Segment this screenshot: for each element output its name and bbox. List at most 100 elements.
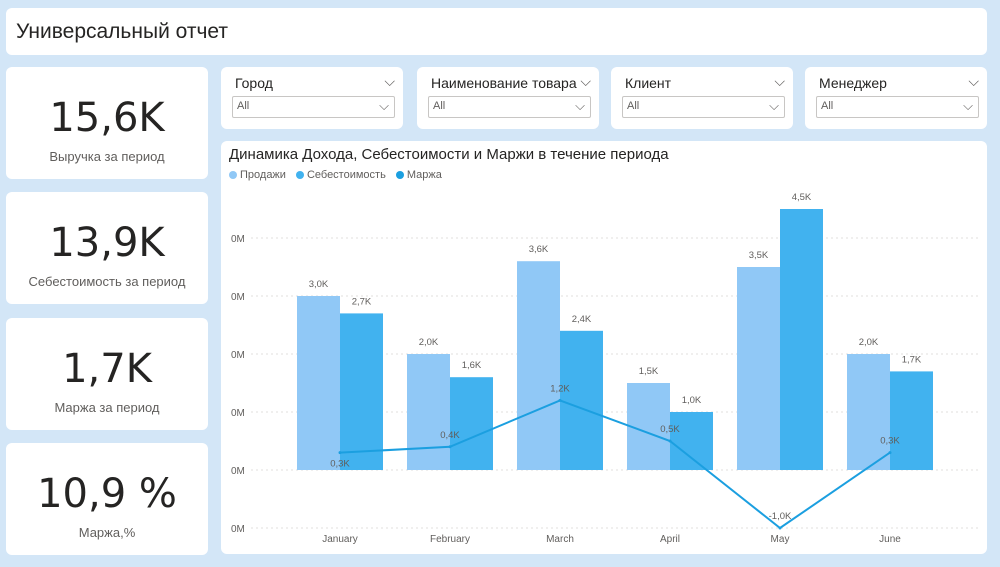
bar-cost [890, 371, 933, 470]
line-data-label: 0,4K [440, 430, 460, 441]
legend-item-sales[interactable]: Продажи [229, 169, 286, 181]
chart-card[interactable]: Динамика Дохода, Себестоимости и Маржи в… [221, 141, 987, 554]
kpi-label: Себестоимость за период [28, 274, 186, 289]
bar-sales [407, 354, 450, 470]
chevron-down-icon: ⌵ [379, 98, 389, 113]
kpi-value: 1,7K [62, 346, 152, 392]
slicer-value: All [627, 100, 640, 112]
bar-cost [340, 313, 383, 470]
bar-data-label: 3,0K [309, 279, 329, 290]
slicer-title: Наименование товара [431, 75, 577, 91]
bar-sales [737, 267, 780, 470]
line-point-margin [558, 398, 562, 402]
chevron-down-icon: ⌵ [769, 98, 779, 113]
kpi-card-margin-percent[interactable]: 10,9 % Маржа,% [6, 443, 208, 555]
x-tick-label: June [879, 534, 901, 545]
slicer-title: Клиент [625, 75, 672, 91]
bar-cost [560, 330, 603, 470]
bar-data-label: 1,6K [462, 360, 482, 371]
x-tick-label: May [771, 534, 790, 545]
bar-sales [627, 383, 670, 470]
x-tick-label: January [322, 534, 358, 545]
slicer-manager[interactable]: Менеджер ⌵ All ⌵ [805, 67, 987, 129]
bar-cost [450, 377, 493, 470]
slicer-dropdown[interactable]: All ⌵ [428, 96, 591, 118]
slicer-client[interactable]: Клиент ⌵ All ⌵ [611, 67, 793, 129]
bar-data-label: 2,0K [859, 337, 879, 348]
bar-data-label: 1,5K [639, 366, 659, 377]
x-tick-label: February [430, 534, 470, 545]
line-data-label: 0,3K [330, 459, 350, 470]
legend-label: Себестоимость [306, 169, 386, 181]
bar-data-label: 2,4K [572, 314, 592, 325]
kpi-label: Маржа за период [54, 400, 160, 415]
legend-dot [229, 171, 237, 179]
combo-chart[interactable]: 0M 0M 0M 0M 0M 0M 3,0K 2,7K January 2,0K 1,6K Febru… [221, 141, 987, 554]
bar-sales [847, 354, 890, 470]
kpi-value: 10,9 % [37, 471, 177, 517]
x-tick-label: April [660, 534, 680, 545]
chevron-down-icon[interactable]: ⌵ [580, 73, 591, 89]
kpi-card-revenue[interactable]: 15,6K Выручка за период [6, 67, 208, 179]
bar-data-label: 1,0K [682, 395, 702, 406]
legend-label: Маржа [406, 169, 442, 181]
slicer-value: All [433, 100, 446, 112]
y-tick-label: 0M [231, 524, 245, 535]
line-point-margin [778, 526, 782, 530]
line-data-label: -1,0K [769, 511, 792, 522]
chevron-down-icon: ⌵ [963, 98, 973, 113]
kpi-label: Выручка за период [49, 149, 165, 164]
y-tick-label: 0M [231, 408, 245, 419]
bar-data-label: 3,6K [529, 244, 549, 255]
slicer-dropdown[interactable]: All ⌵ [232, 96, 395, 118]
legend-label: Продажи [240, 169, 286, 181]
chart-title: Динамика Дохода, Себестоимости и Маржи в… [229, 146, 669, 163]
line-data-label: 0,5K [660, 424, 680, 435]
line-point-margin [338, 451, 342, 455]
slicer-title: Город [235, 75, 273, 91]
line-data-label: 0,3K [880, 436, 900, 447]
kpi-value: 15,6K [49, 95, 165, 141]
kpi-label: Маржа,% [78, 525, 136, 540]
y-tick-label: 0M [231, 350, 245, 361]
slicer-value: All [237, 100, 250, 112]
y-tick-label: 0M [231, 292, 245, 303]
legend-item-margin[interactable]: Маржа [395, 169, 442, 181]
slicer-product[interactable]: Наименование товара ⌵ All ⌵ [417, 67, 599, 129]
slicer-city[interactable]: Город ⌵ All ⌵ [221, 67, 403, 129]
slicer-dropdown[interactable]: All ⌵ [622, 96, 785, 118]
bar-cost [670, 412, 713, 470]
page-title: Универсальный отчет [16, 20, 229, 43]
legend-item-cost[interactable]: Себестоимость [295, 169, 386, 181]
bar-cost [780, 209, 823, 470]
kpi-value: 13,9K [49, 220, 165, 266]
chevron-down-icon[interactable]: ⌵ [968, 73, 979, 89]
bar-sales [297, 296, 340, 470]
line-point-margin [888, 451, 892, 455]
bar-sales [517, 261, 560, 470]
bar-data-label: 2,0K [419, 337, 439, 348]
bar-data-label: 1,7K [902, 354, 922, 365]
y-tick-label: 0M [231, 234, 245, 245]
slicer-title: Менеджер [819, 75, 887, 91]
legend-dot [295, 171, 304, 179]
bar-data-label: 3,5K [749, 250, 769, 261]
line-point-margin [668, 439, 672, 443]
chevron-down-icon[interactable]: ⌵ [384, 73, 395, 89]
slicer-value: All [821, 100, 834, 112]
chart-legend[interactable]: Продажи Себестоимость Маржа [229, 169, 442, 181]
chevron-down-icon: ⌵ [575, 98, 585, 113]
x-tick-label: March [546, 534, 574, 545]
chevron-down-icon[interactable]: ⌵ [774, 73, 785, 89]
line-margin [339, 399, 891, 530]
kpi-card-cost[interactable]: 13,9K Себестоимость за период [6, 192, 208, 304]
line-point-margin [448, 445, 452, 449]
bar-data-label: 2,7K [352, 296, 372, 307]
y-tick-label: 0M [231, 466, 245, 477]
kpi-card-margin[interactable]: 1,7K Маржа за период [6, 318, 208, 430]
legend-dot [395, 171, 404, 179]
title-card: Универсальный отчет [6, 8, 987, 55]
line-data-label: 1,2K [550, 383, 570, 394]
bar-data-label: 4,5K [792, 192, 812, 203]
slicer-dropdown[interactable]: All ⌵ [816, 96, 979, 118]
